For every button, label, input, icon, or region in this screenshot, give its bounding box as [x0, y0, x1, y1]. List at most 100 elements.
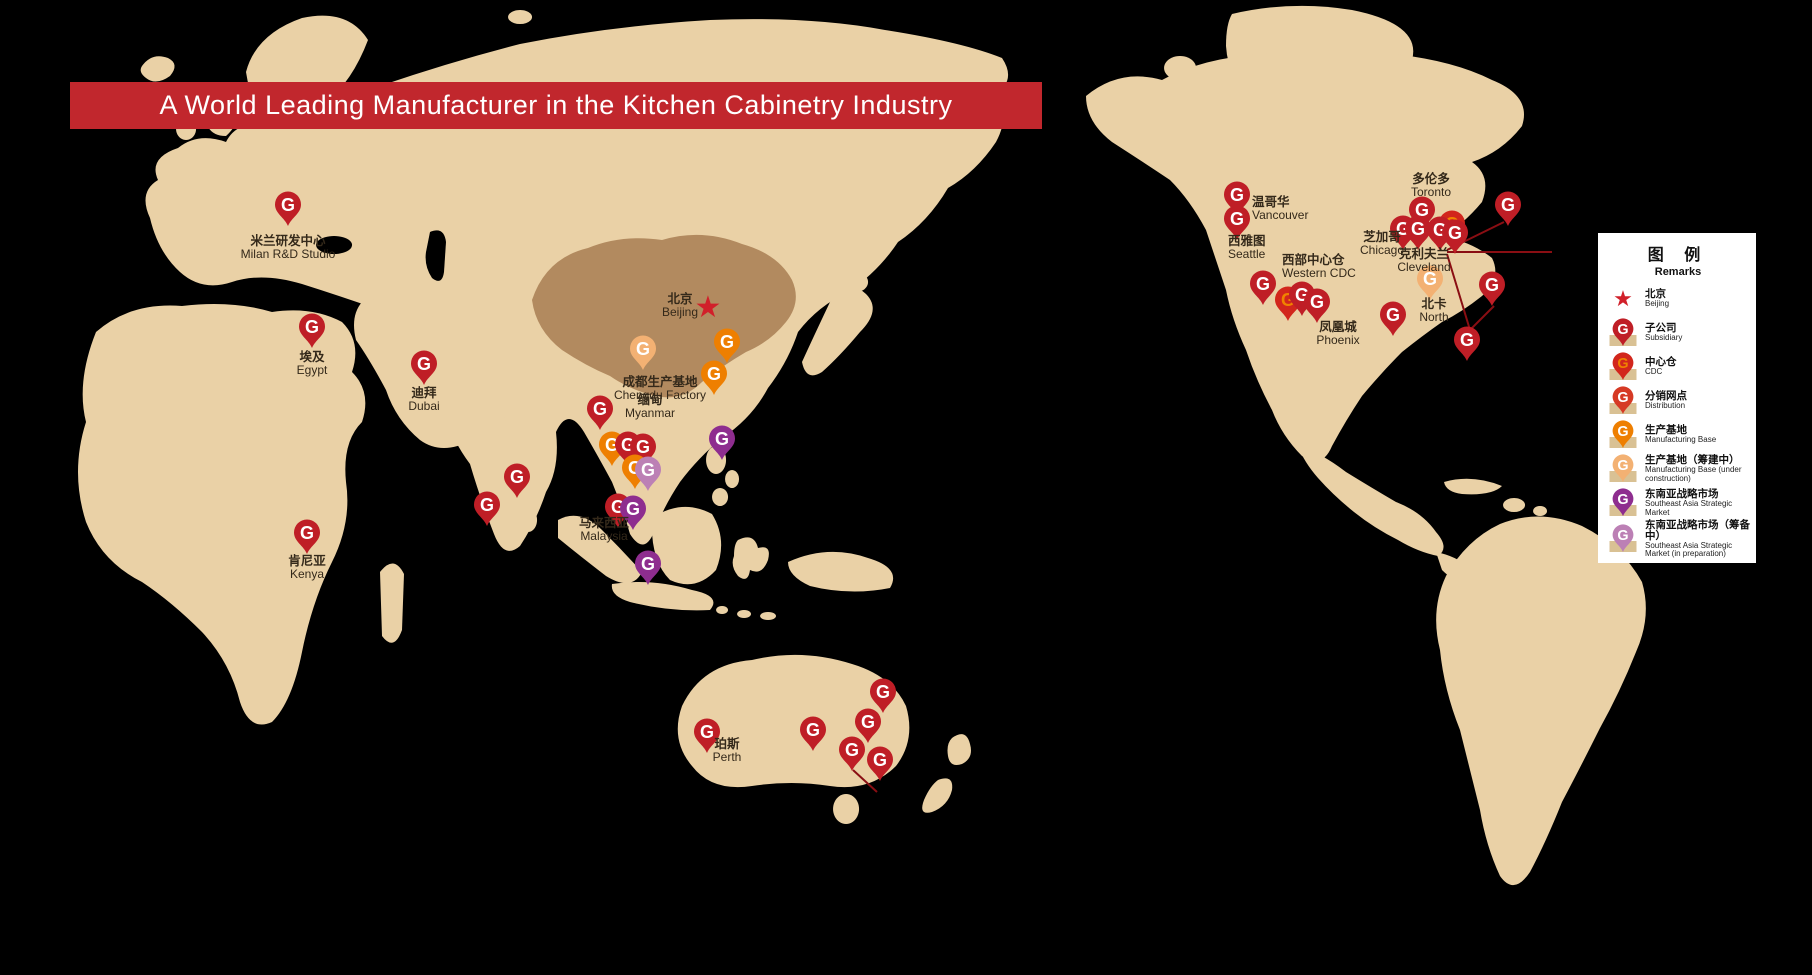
map-label-cn: 凤凰城	[1319, 319, 1357, 334]
map-pin-toronto: G	[1409, 196, 1435, 231]
legend-label-en: Manufacturing Base (under construction)	[1645, 465, 1742, 483]
svg-text:G: G	[845, 740, 859, 760]
legend-item-sea_market_prep: G 东南亚战略市场（筹备中） Southeast Asia Strategic Ma…	[1606, 519, 1750, 559]
legend-item-manufacturing_uc: G 生产基地（筹建中） Manufacturing Base (under cons…	[1606, 452, 1750, 486]
map-pin-myanmar: G	[587, 395, 613, 430]
legend-label-en: CDC	[1645, 367, 1663, 377]
map-pin-phoenix-2: G	[1304, 288, 1330, 323]
legend-label-cn: 子公司	[1645, 322, 1677, 335]
svg-text:G: G	[1617, 458, 1628, 474]
map-label-cn: 温哥华	[1252, 194, 1290, 209]
map-label-en: Dubai	[408, 399, 439, 413]
map-label-en: Egypt	[297, 363, 328, 377]
map-label-cn: 迪拜	[411, 385, 437, 400]
map-label-en: Kenya	[290, 567, 324, 581]
map-pin-north-carolina: G	[1417, 265, 1443, 300]
legend-label-cn: 分销网点	[1645, 390, 1687, 403]
legend-label-cn: 生产基地	[1645, 424, 1687, 437]
map-label-en: Seattle	[1228, 247, 1266, 261]
legend-label-en: Distribution	[1645, 401, 1686, 411]
map-label-en: Beijing	[662, 305, 698, 319]
map-pin-chengdu: G	[630, 335, 656, 370]
map-label-cn: 米兰研发中心	[249, 233, 326, 248]
map-pin-egypt: G	[299, 313, 325, 348]
legend-label-cn: 东南亚战略市场（筹备中）	[1645, 519, 1750, 543]
map-pin-indonesia: G	[635, 550, 661, 585]
svg-text:G: G	[593, 399, 607, 419]
map-pin-vancouver-2: G	[1224, 205, 1250, 240]
map-label-en: Chicago	[1360, 243, 1404, 257]
map-pin-malaysia-2: G	[620, 495, 646, 530]
map-label-cn: 马来西亚	[579, 515, 630, 530]
svg-text:G: G	[1411, 219, 1425, 239]
svg-text:G: G	[1501, 195, 1515, 215]
svg-text:G: G	[1485, 275, 1499, 295]
svg-text:G: G	[1617, 424, 1628, 440]
map-label-cn: 珀斯	[714, 736, 740, 751]
title-banner: A World Leading Manufacturer in the Kitc…	[70, 82, 1042, 129]
map-pin-indian-ocean: G	[474, 491, 500, 526]
map-label-en: Vancouver	[1252, 208, 1308, 222]
manufacturing-pin-icon: G	[1606, 418, 1640, 452]
svg-text:G: G	[626, 499, 640, 519]
map-pin-philippines: G	[709, 425, 735, 460]
map-label-cn: 西雅图	[1228, 233, 1266, 248]
svg-text:G: G	[1310, 292, 1324, 312]
map-pin-melbourne: G	[839, 736, 865, 771]
map-label-cn: 北卡	[1421, 296, 1447, 311]
svg-text:G: G	[1423, 269, 1437, 289]
svg-text:G: G	[1460, 330, 1474, 350]
legend-item-manufacturing: G 生产基地 Manufacturing Base	[1606, 418, 1750, 452]
svg-text:G: G	[605, 435, 619, 455]
distribution-pin-icon: G	[1606, 384, 1640, 418]
map-label-en: Milan R&D Studio	[241, 247, 336, 261]
svg-text:G: G	[1448, 223, 1462, 243]
map-label-en: Chengdu Factory	[614, 388, 706, 402]
svg-text:G: G	[861, 712, 875, 732]
svg-text:G: G	[305, 317, 319, 337]
svg-text:G: G	[1230, 209, 1244, 229]
map-label-cn: 北京	[667, 291, 693, 306]
map-label-en: Phoenix	[1316, 333, 1359, 347]
svg-text:G: G	[806, 720, 820, 740]
sea_market_prep-pin-icon: G	[1606, 522, 1640, 556]
svg-text:★: ★	[1613, 286, 1633, 311]
map-label-en: Myanmar	[625, 406, 675, 420]
svg-text:G: G	[873, 750, 887, 770]
map-pin-kenya: G	[294, 519, 320, 554]
legend-item-sea_market: G 东南亚战略市场 Southeast Asia Strategic Market	[1606, 486, 1750, 520]
lake	[316, 236, 353, 254]
legend-label-en: Manufacturing Base	[1645, 435, 1717, 445]
svg-text:G: G	[1617, 528, 1628, 544]
map-pin-south-india: G	[504, 463, 530, 498]
svg-text:G: G	[641, 460, 655, 480]
legend-label-en: Southeast Asia Strategic Market	[1645, 499, 1733, 517]
map-pin-sydney: G	[855, 708, 881, 743]
beijing-star-icon: ★	[695, 291, 722, 324]
map-pin-perth: G	[694, 718, 720, 753]
map-label-en: Perth	[713, 750, 742, 764]
legend-item-distribution: G 分销网点 Distribution	[1606, 384, 1750, 418]
svg-text:G: G	[1617, 390, 1628, 406]
svg-text:G: G	[1617, 322, 1628, 338]
legend-panel: 图 例 Remarks ★ 北京 Beijing G 子公司 Subsidiary G 中心仓…	[1598, 233, 1756, 563]
svg-text:G: G	[1386, 305, 1400, 325]
legend-item-star: ★ 北京 Beijing	[1606, 282, 1750, 316]
legend-title-cn: 图 例	[1647, 247, 1709, 264]
map-pin-adelaide: G	[800, 716, 826, 751]
svg-text:G: G	[715, 429, 729, 449]
beijing-star-icon: ★	[1606, 282, 1640, 316]
connector-line	[852, 769, 878, 793]
legend-label-cn: 北京	[1645, 288, 1666, 301]
map-label-en: Cleveland	[1397, 260, 1450, 274]
legend-label-en: Beijing	[1645, 299, 1670, 309]
map-pin-brisbane: G	[870, 678, 896, 713]
legend-item-subsidiary: G 子公司 Subsidiary	[1606, 316, 1750, 350]
svg-text:G: G	[417, 354, 431, 374]
map-pin-milan: G	[275, 191, 301, 226]
map-label-cn: 芝加哥	[1363, 229, 1401, 244]
map-label-en: Toronto	[1411, 185, 1451, 199]
banner-title: A World Leading Manufacturer in the Kitc…	[159, 90, 953, 120]
